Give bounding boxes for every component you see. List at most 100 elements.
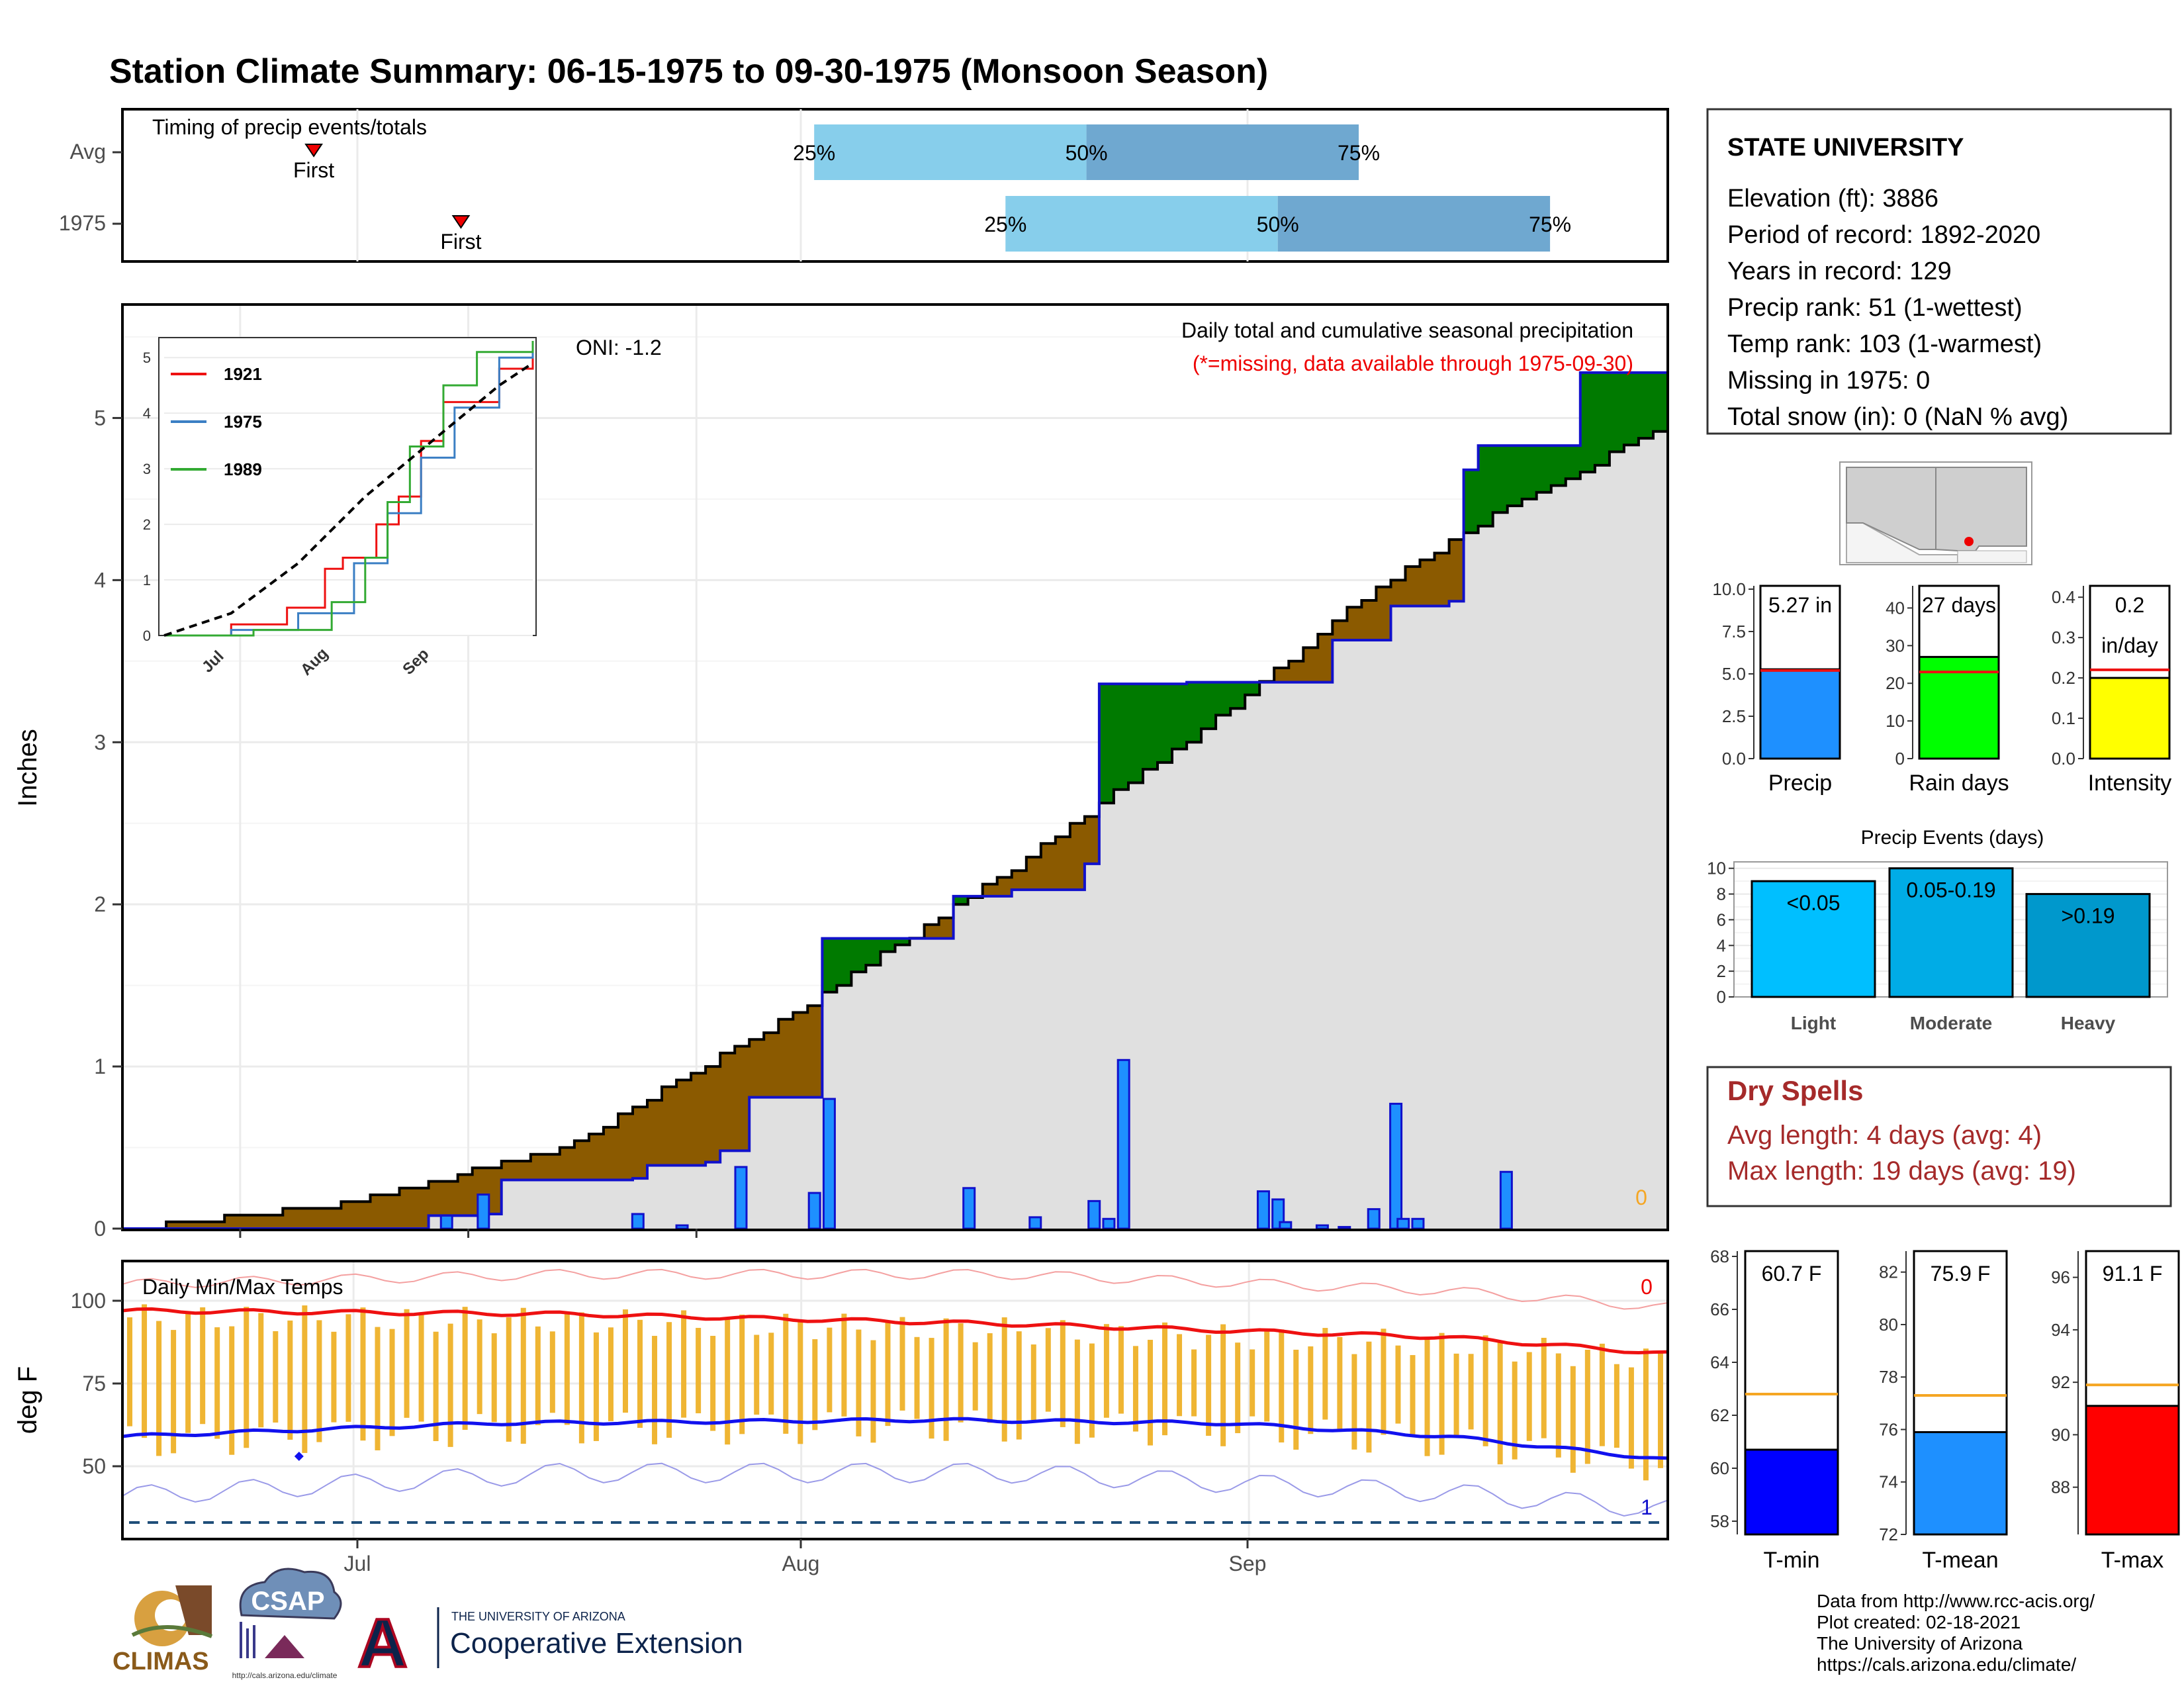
temp-range-bar: [914, 1336, 920, 1419]
daily-precip-bar: [1338, 1226, 1351, 1230]
csap-bar-icon: [240, 1622, 242, 1658]
temp-range-bar: [666, 1322, 672, 1438]
dry-spells-avg: Avg length: 4 days (avg: 4): [1727, 1121, 2042, 1150]
temp-range-bar: [870, 1340, 876, 1443]
precip-events-chart: Precip Events (days) 0 2 4 6 8 10 <0.05 Light 0.…: [1707, 827, 2168, 1033]
daily-precip-bar: [1102, 1217, 1116, 1230]
daily-precip-bar: [1279, 1221, 1293, 1230]
events-title: Precip Events (days): [1861, 827, 2044, 849]
temp-summary-label: 60.7 F: [1762, 1262, 1822, 1286]
summary-ytick-label: 30: [1886, 635, 1905, 655]
temp-range-bar: [593, 1332, 599, 1441]
precip-event-bar: [2025, 893, 2151, 998]
temp-range-bar: [827, 1327, 833, 1413]
timing-first-label: First: [293, 158, 334, 182]
summary-ytick-label: 0.0: [1722, 749, 1746, 769]
temp-xtick-label: Sep: [1229, 1552, 1267, 1575]
temp-range-bar: [1045, 1328, 1051, 1412]
climas-wordmark: CLIMAS: [113, 1648, 209, 1675]
temp-summary-ytick-label: 68: [1710, 1246, 1729, 1266]
timing-q25-q50-box: [814, 124, 1087, 180]
temp-ytick-label: 75: [82, 1372, 106, 1395]
daily-precip-bar: [477, 1194, 490, 1230]
precip-ytick-label: 2: [94, 892, 106, 916]
temp-range-bar: [1657, 1352, 1663, 1468]
summary-ytick-label: 0.2: [2052, 668, 2075, 688]
avg-min-line: [122, 1417, 1668, 1460]
temp-range-bar: [1541, 1337, 1547, 1438]
summary-bar: [2089, 677, 2171, 760]
temp-range-bar: [535, 1326, 541, 1425]
temp-range-bar: [1162, 1322, 1168, 1436]
precip-axes: 0 1 2 3 4 5: [94, 406, 698, 1241]
temp-summary-ytick-label: 76: [1879, 1419, 1898, 1439]
inset-ytick-label: 1: [143, 572, 151, 588]
station-detail-line: Elevation (ft): 3886: [1727, 185, 1938, 212]
temp-summary-ytick-label: 64: [1710, 1352, 1729, 1372]
temp-range-bar: [229, 1326, 235, 1455]
timing-q50-label: 50%: [1257, 212, 1299, 236]
temp-range-bar: [1235, 1342, 1241, 1434]
daily-precip-bar: [1116, 1058, 1130, 1230]
summary-bar-label: 27 days: [1922, 593, 1996, 617]
temp-range-bar: [1250, 1349, 1255, 1417]
record-max-line: [122, 1268, 1668, 1310]
temp-range-bar: [1599, 1343, 1605, 1446]
csap-cloud-icon: [239, 1568, 342, 1620]
temp-range-bar: [1584, 1349, 1590, 1464]
temp-range-bar: [754, 1335, 760, 1415]
temp-range-bar: [1424, 1336, 1430, 1456]
summary-ytick-label: 0.0: [2052, 749, 2075, 769]
temp-range-bar: [1351, 1354, 1357, 1450]
temp-range-bar: [404, 1309, 410, 1418]
precip-event-category: Moderate: [1910, 1013, 1992, 1033]
temp-range-bar: [1089, 1343, 1095, 1438]
inset-legend: 1921 1975 1989: [171, 364, 262, 479]
inset-ytick-label: 0: [143, 628, 151, 644]
temp-range-bar: [652, 1336, 658, 1444]
precip-event-bar-label: <0.05: [1787, 891, 1841, 915]
timing-q75-label: 75%: [1338, 141, 1380, 165]
temp-summary-ytick-label: 62: [1710, 1405, 1729, 1425]
inset-legend-label: 1975: [224, 412, 262, 432]
climas-mesa-icon: [175, 1585, 212, 1635]
precip-event-bar: [1751, 880, 1876, 998]
daily-precip-bar: [822, 1098, 836, 1230]
dry-spells-max: Max length: 19 days (avg: 19): [1727, 1156, 2076, 1186]
temp-range-bar: [841, 1313, 847, 1417]
timing-label: Timing of precip events/totals: [152, 115, 427, 139]
temp-range-bar: [1293, 1349, 1299, 1450]
temp-ytick-label: 50: [82, 1454, 106, 1478]
temp-range-bar: [739, 1314, 745, 1434]
timing-q25-label: 25%: [984, 212, 1026, 236]
station-location-marker: [1964, 537, 1974, 546]
summary-bar-xlabel: Intensity: [2088, 771, 2172, 796]
timing-panel: Timing of precip events/totals 25% 50% 75%…: [59, 108, 1669, 263]
temp-chart: 100 75 50 Jul Aug Sep Daily Min/Max Temps 0 1…: [13, 1260, 1669, 1575]
footer-line: Plot created: 02-18-2021: [1817, 1612, 2021, 1632]
events-ytick-label: 4: [1717, 935, 1726, 955]
timing-rows: 25%50%75%FirstLastAvg25%50%75%FirstLast1…: [59, 124, 1571, 254]
dry-spells-frame: [1706, 1066, 2172, 1207]
temp-range-bar: [520, 1307, 526, 1444]
climas-logo: CLIMAS: [113, 1585, 213, 1675]
temp-range-bar: [1001, 1317, 1007, 1442]
climas-ground-icon: [131, 1625, 213, 1638]
temp-range-bar: [710, 1336, 716, 1431]
summary-ytick-label: 0: [1895, 749, 1905, 769]
timing-q25-label: 25%: [793, 141, 835, 165]
temp-range-bar: [1395, 1345, 1401, 1424]
daily-precip-bar: [734, 1166, 748, 1230]
temp-range-bar: [885, 1322, 891, 1427]
temp-range-bar: [200, 1307, 206, 1425]
station-detail-line: Missing in 1975: 0: [1727, 367, 1930, 395]
daily-precip-bar: [1315, 1224, 1329, 1230]
daily-precip-bar: [1028, 1216, 1042, 1230]
temp-range-bar: [812, 1339, 818, 1430]
daily-precip-bar: [1256, 1190, 1270, 1230]
temp-summary-ytick-label: 80: [1879, 1315, 1898, 1335]
temp-range-bar: [622, 1309, 628, 1413]
temp-range-bar: [1555, 1353, 1561, 1458]
temp-range-bar: [564, 1311, 570, 1425]
